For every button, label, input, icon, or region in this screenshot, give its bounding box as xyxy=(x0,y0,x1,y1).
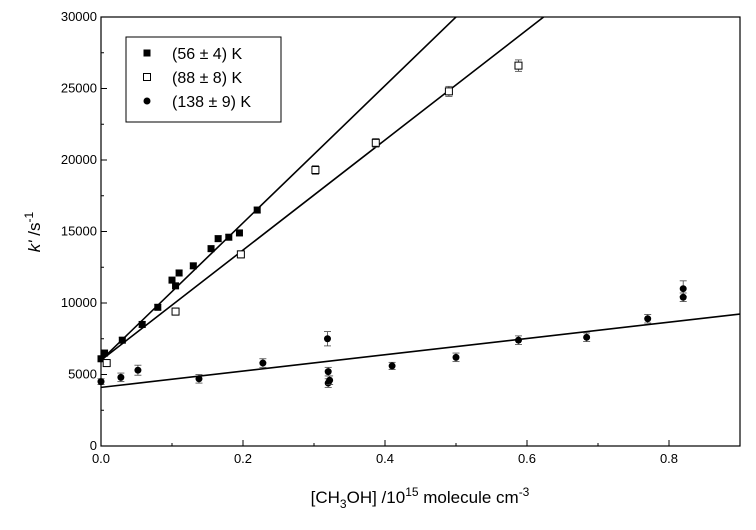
data-point xyxy=(514,336,522,344)
data-point xyxy=(195,375,203,383)
data-point xyxy=(326,376,334,384)
series-2 xyxy=(102,59,523,368)
x-axis-title: [CH3OH] /1015 molecule cm-3 xyxy=(311,485,530,511)
data-point xyxy=(117,373,125,381)
data-point xyxy=(679,285,687,293)
y-tick-label: 20000 xyxy=(61,152,97,167)
data-point xyxy=(259,359,267,367)
axes: 0 5000 10000 15000 20000 25000 30000 0.0 0.2 0.4 0… xyxy=(61,9,678,466)
data-point xyxy=(118,336,126,344)
y-tick-label: 25000 xyxy=(61,81,97,96)
data-point xyxy=(175,269,183,277)
legend-label-2: (88 ± 8) K xyxy=(172,70,242,87)
data-point xyxy=(452,353,460,361)
y-tick-label: 10000 xyxy=(61,295,97,310)
legend-marker-3 xyxy=(143,97,151,105)
data-point xyxy=(154,303,162,311)
x-tick-label: 0.0 xyxy=(92,451,110,466)
legend-label-1: (56 ± 4) K xyxy=(172,46,242,63)
data-point xyxy=(171,307,180,316)
y-tick-label: 15000 xyxy=(61,224,97,239)
x-tick-label: 0.4 xyxy=(376,451,394,466)
data-point xyxy=(371,138,380,147)
x-tick-label: 0.6 xyxy=(518,451,536,466)
fit-line-1 xyxy=(101,17,458,361)
data-point xyxy=(514,61,523,70)
legend-marker-1 xyxy=(143,49,151,57)
series-3 xyxy=(97,280,687,388)
data-point xyxy=(235,229,243,237)
legend-label-3: (138 ± 9) K xyxy=(172,94,251,111)
data-point xyxy=(583,333,591,341)
data-point xyxy=(444,87,453,96)
fit-line-2 xyxy=(101,17,545,361)
y-tick-label: 0 xyxy=(90,438,97,453)
data-point xyxy=(311,166,320,175)
legend-box xyxy=(125,36,282,123)
data-point xyxy=(253,206,261,214)
data-point xyxy=(225,233,233,241)
data-point xyxy=(236,250,245,259)
data-point xyxy=(644,315,652,323)
data-point xyxy=(679,293,687,301)
fit-line-3 xyxy=(101,313,740,389)
x-tick-label: 0.8 xyxy=(660,451,678,466)
data-point xyxy=(168,276,176,284)
data-point xyxy=(214,235,222,243)
data-markers xyxy=(97,59,687,388)
data-point xyxy=(172,282,180,290)
data-point xyxy=(388,362,396,370)
fit-lines xyxy=(101,17,740,389)
x-tick-label: 0.2 xyxy=(234,451,252,466)
legend-marker-2 xyxy=(143,73,151,81)
data-point xyxy=(134,366,142,374)
data-point xyxy=(138,320,146,328)
data-point xyxy=(101,349,109,357)
y-axis-title: k' /s-1 xyxy=(22,211,44,252)
data-point xyxy=(323,335,331,343)
legend: (56 ± 4) K (88 ± 8) K (138 ± 9) K xyxy=(125,36,282,123)
y-tick-label: 30000 xyxy=(61,9,97,24)
data-point xyxy=(102,359,111,368)
data-point xyxy=(207,245,215,253)
data-point xyxy=(324,368,332,376)
y-tick-label: 5000 xyxy=(68,367,97,382)
data-point xyxy=(189,262,197,270)
